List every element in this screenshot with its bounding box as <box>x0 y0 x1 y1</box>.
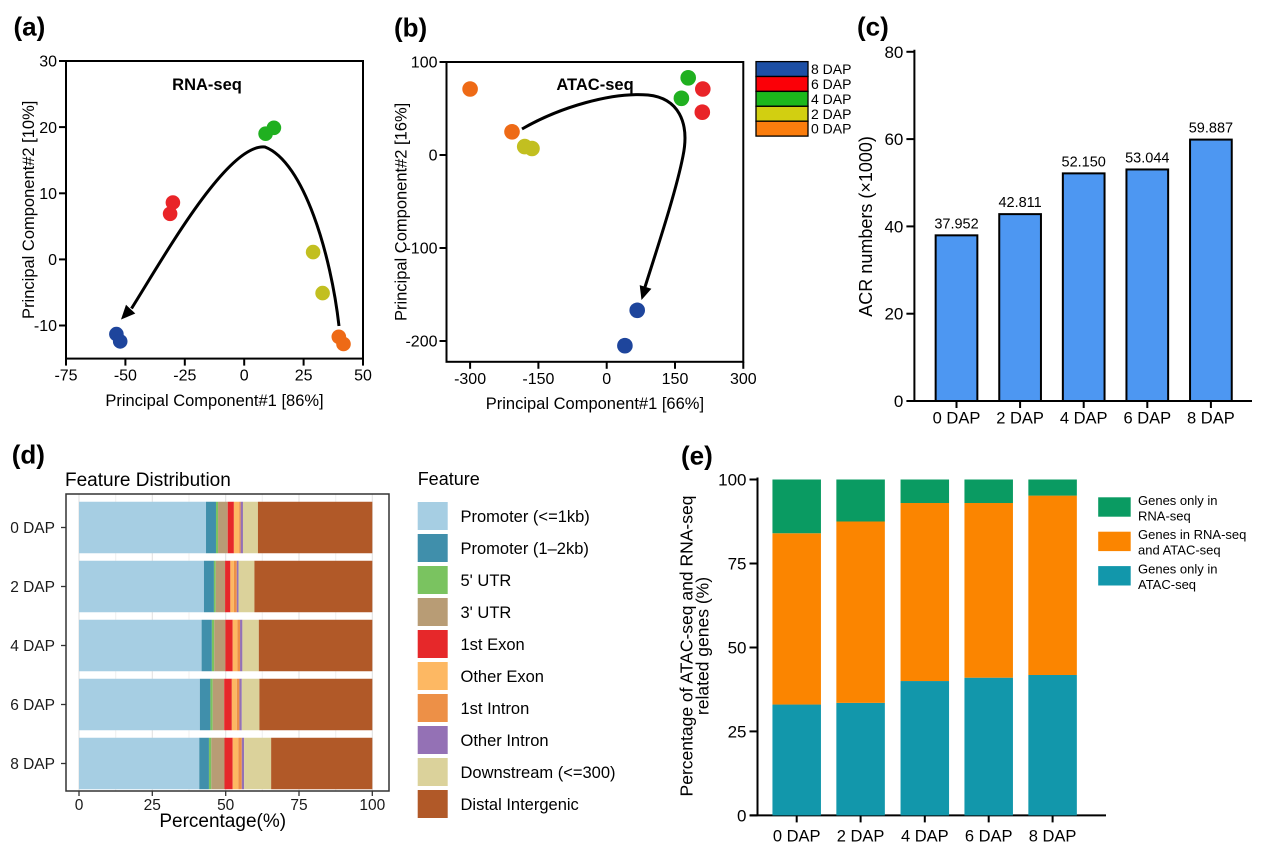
svg-text:6 DAP: 6 DAP <box>10 697 55 714</box>
svg-text:50: 50 <box>217 797 235 814</box>
svg-text:-200: -200 <box>405 334 437 351</box>
svg-text:ATAC-seq: ATAC-seq <box>556 76 633 94</box>
svg-text:Other Intron: Other Intron <box>461 732 549 750</box>
svg-text:Percentage of ATAC-seq and RNA: Percentage of ATAC-seq and RNA-seq <box>677 496 697 797</box>
svg-text:RNA-seq: RNA-seq <box>1138 508 1191 523</box>
svg-text:4 DAP: 4 DAP <box>10 638 55 655</box>
svg-text:and ATAC-seq: and ATAC-seq <box>1138 543 1221 558</box>
svg-text:4 DAP: 4 DAP <box>1060 410 1108 428</box>
svg-text:Genes only in: Genes only in <box>1138 562 1218 577</box>
svg-text:Principal Component#1 [66%]: Principal Component#1 [66%] <box>486 395 704 413</box>
svg-text:Principal Component#2 [16%]: Principal Component#2 [16%] <box>393 103 411 321</box>
svg-text:50: 50 <box>728 639 747 658</box>
svg-text:6 DAP: 6 DAP <box>1123 410 1171 428</box>
svg-text:(e): (e) <box>681 441 713 471</box>
svg-text:ACR numbers (×1000): ACR numbers (×1000) <box>856 136 876 317</box>
svg-text:(c): (c) <box>857 12 889 42</box>
svg-text:42.811: 42.811 <box>998 195 1041 211</box>
svg-text:100: 100 <box>411 55 438 72</box>
svg-text:150: 150 <box>662 371 689 388</box>
svg-text:60: 60 <box>884 130 903 149</box>
svg-text:6 DAP: 6 DAP <box>965 827 1013 845</box>
svg-text:25: 25 <box>728 722 747 741</box>
svg-text:100: 100 <box>359 797 385 814</box>
svg-text:-50: -50 <box>114 368 137 385</box>
svg-text:40: 40 <box>884 217 903 236</box>
svg-text:Feature: Feature <box>418 469 480 489</box>
svg-text:Promoter (1‒2kb): Promoter (1‒2kb) <box>461 540 589 558</box>
svg-text:0 DAP: 0 DAP <box>10 520 55 537</box>
svg-text:(a): (a) <box>14 12 46 42</box>
svg-text:-150: -150 <box>522 371 554 388</box>
svg-text:8 DAP: 8 DAP <box>1029 827 1077 845</box>
svg-text:2 DAP: 2 DAP <box>837 827 885 845</box>
svg-text:30: 30 <box>39 54 57 71</box>
svg-text:100: 100 <box>718 471 746 490</box>
svg-text:20: 20 <box>39 120 57 137</box>
svg-text:(b): (b) <box>394 13 427 43</box>
svg-text:59.887: 59.887 <box>1189 121 1233 137</box>
svg-text:0 DAP: 0 DAP <box>933 410 981 428</box>
svg-text:3' UTR: 3' UTR <box>461 604 512 622</box>
svg-text:4 DAP: 4 DAP <box>901 827 949 845</box>
svg-text:Downstream (<=300): Downstream (<=300) <box>461 764 616 782</box>
svg-text:RNA-seq: RNA-seq <box>172 76 242 94</box>
svg-text:0: 0 <box>75 797 84 814</box>
svg-text:0: 0 <box>894 392 903 411</box>
svg-text:-300: -300 <box>454 371 486 388</box>
svg-text:ATAC-seq: ATAC-seq <box>1138 577 1196 592</box>
svg-text:Genes in RNA-seq: Genes in RNA-seq <box>1138 527 1246 542</box>
svg-text:6 DAP: 6 DAP <box>811 76 851 92</box>
svg-text:-100: -100 <box>405 241 437 258</box>
svg-text:25: 25 <box>295 368 313 385</box>
svg-text:8 DAP: 8 DAP <box>10 756 55 773</box>
svg-text:(d): (d) <box>12 440 45 470</box>
svg-text:Promoter (<=1kb): Promoter (<=1kb) <box>461 508 590 526</box>
svg-text:53.044: 53.044 <box>1125 151 1169 167</box>
svg-text:2 DAP: 2 DAP <box>996 410 1044 428</box>
svg-text:-25: -25 <box>173 368 196 385</box>
svg-text:2 DAP: 2 DAP <box>811 106 851 122</box>
svg-text:Principal Component#1 [86%]: Principal Component#1 [86%] <box>105 392 323 410</box>
svg-text:0 DAP: 0 DAP <box>773 827 821 845</box>
svg-text:Other Exon: Other Exon <box>461 668 544 686</box>
svg-text:8 DAP: 8 DAP <box>1187 410 1235 428</box>
svg-text:20: 20 <box>884 305 903 324</box>
svg-text:1st Intron: 1st Intron <box>461 700 530 718</box>
svg-text:Principal Component#2 [10%]: Principal Component#2 [10%] <box>20 101 38 319</box>
svg-text:-75: -75 <box>54 368 77 385</box>
svg-text:Feature Distribution: Feature Distribution <box>65 470 231 491</box>
svg-text:0: 0 <box>602 371 611 388</box>
svg-text:8 DAP: 8 DAP <box>811 61 851 77</box>
svg-text:75: 75 <box>290 797 307 814</box>
svg-text:52.150: 52.150 <box>1062 154 1106 170</box>
svg-text:5' UTR: 5' UTR <box>461 572 512 590</box>
svg-text:0: 0 <box>429 148 438 165</box>
svg-text:37.952: 37.952 <box>934 216 978 232</box>
svg-text:0: 0 <box>48 252 57 269</box>
svg-text:2 DAP: 2 DAP <box>10 579 55 596</box>
svg-text:80: 80 <box>884 43 903 62</box>
svg-text:75: 75 <box>728 555 747 574</box>
svg-text:50: 50 <box>354 368 372 385</box>
svg-text:0: 0 <box>737 806 746 825</box>
svg-text:related genes (%): related genes (%) <box>693 577 713 715</box>
svg-text:1st Exon: 1st Exon <box>461 636 525 654</box>
svg-text:-10: -10 <box>34 318 57 335</box>
svg-text:4 DAP: 4 DAP <box>811 91 851 107</box>
svg-text:10: 10 <box>39 186 57 203</box>
svg-text:Genes only in: Genes only in <box>1138 493 1218 508</box>
svg-text:0: 0 <box>240 368 249 385</box>
svg-text:0 DAP: 0 DAP <box>811 121 851 137</box>
svg-text:25: 25 <box>144 797 161 814</box>
svg-text:Distal Intergenic: Distal Intergenic <box>461 796 579 814</box>
svg-text:Percentage(%): Percentage(%) <box>159 811 286 832</box>
svg-text:300: 300 <box>730 371 757 388</box>
